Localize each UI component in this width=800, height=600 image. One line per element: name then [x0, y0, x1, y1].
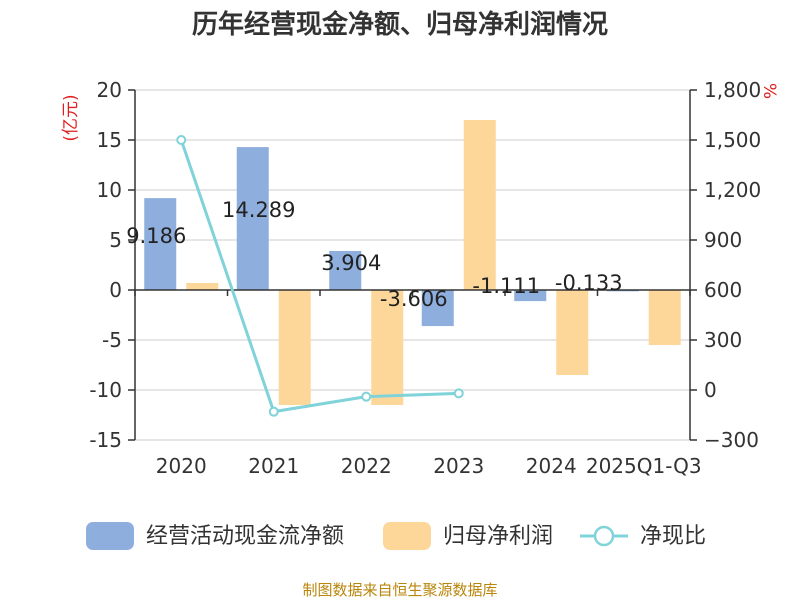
legend-label-ratio[interactable]: 净现比	[640, 524, 706, 549]
x-tick-label-2022: 2022	[341, 454, 392, 478]
data-label-2025Q1-Q3: -0.133	[555, 271, 623, 295]
left-tick-label-1: 15	[97, 128, 122, 152]
left-tick-label-3: 5	[109, 228, 122, 252]
data-label-2021: 14.289	[222, 198, 295, 222]
ratio-line-path	[179, 139, 459, 414]
ratio-line	[176, 135, 464, 417]
cashflow-bar-2021[interactable]	[236, 147, 269, 290]
legend-label-cashflow[interactable]: 经营活动现金流净额	[146, 524, 344, 549]
x-tick-label-2025Q1-Q3: 2025Q1-Q3	[586, 454, 702, 478]
left-tick-label-5: -5	[102, 328, 122, 352]
left-tick-label-4: 0	[109, 278, 122, 302]
bars	[144, 120, 681, 405]
axes	[128, 89, 697, 441]
ratio-point-2023[interactable]	[453, 388, 464, 399]
legend-swatch-ratio-marker[interactable]	[593, 525, 615, 547]
x-tick-label-2020: 2020	[156, 454, 207, 478]
cashflow-bar-2022[interactable]	[329, 250, 362, 290]
left-tick-label-0: 20	[97, 78, 122, 102]
x-tick-label-2024: 2024	[526, 454, 577, 478]
netprofit-bar-2024[interactable]	[556, 290, 589, 375]
chart-title: 历年经营现金净额、归母净利润情况	[192, 9, 608, 40]
x-tick-label-2023: 2023	[433, 454, 484, 478]
right-tick-label-4: 600	[704, 278, 742, 302]
right-tick-label-0: 1,800	[704, 78, 761, 102]
cashflow-bar-2024[interactable]	[514, 290, 547, 302]
left-axis-unit: (亿元)	[61, 94, 81, 141]
netprofit-bar-2020[interactable]	[186, 283, 219, 290]
legend[interactable]: 经营活动现金流净额 归母净利润 净现比	[86, 522, 706, 550]
legend-swatch-cashflow[interactable]	[86, 522, 134, 550]
x-tick-label-2021: 2021	[248, 454, 299, 478]
left-tick-label-2: 10	[97, 178, 122, 202]
right-tick-label-2: 1,200	[704, 178, 761, 202]
ratio-point-2022[interactable]	[361, 391, 372, 402]
right-tick-label-6: 0	[704, 378, 717, 402]
right-axis-unit: %	[759, 83, 779, 99]
legend-swatch-netprofit[interactable]	[383, 522, 431, 550]
netprofit-bar-2022[interactable]	[371, 290, 404, 405]
data-label-2020: 9.186	[126, 224, 186, 248]
gridlines	[135, 89, 690, 441]
data-labels: 9.186 14.289 3.904 -3.606 -1.111 -0.133	[126, 198, 622, 311]
netprofit-bar-2021[interactable]	[278, 290, 311, 405]
data-label-2024: -1.111	[472, 274, 540, 298]
cashflow-bar-2023[interactable]	[421, 290, 454, 327]
source-note: 制图数据来自恒生聚源数据库	[302, 581, 497, 599]
ratio-point-2021[interactable]	[268, 406, 279, 417]
ratio-point-2020[interactable]	[176, 135, 187, 145]
data-label-2023: -3.606	[380, 287, 448, 311]
cashflow-bar-2020[interactable]	[144, 198, 177, 290]
left-tick-label-7: -15	[89, 428, 122, 452]
right-tick-label-3: 900	[704, 228, 742, 252]
right-tick-label-1: 1,500	[704, 128, 761, 152]
left-tick-label-6: -10	[89, 378, 122, 402]
data-label-2022: 3.904	[321, 251, 381, 275]
legend-label-netprofit[interactable]: 归母净利润	[443, 524, 553, 549]
right-tick-label-7: −300	[704, 428, 759, 452]
right-tick-label-5: 300	[704, 328, 742, 352]
tick-labels: 20 15 10 5 0 -5 -10 -15 1,800 1,500 1,200 900 600 300…	[89, 78, 761, 478]
netprofit-bar-2023[interactable]	[463, 120, 496, 290]
netprofit-bar-2025Q1-Q3[interactable]	[648, 290, 681, 345]
